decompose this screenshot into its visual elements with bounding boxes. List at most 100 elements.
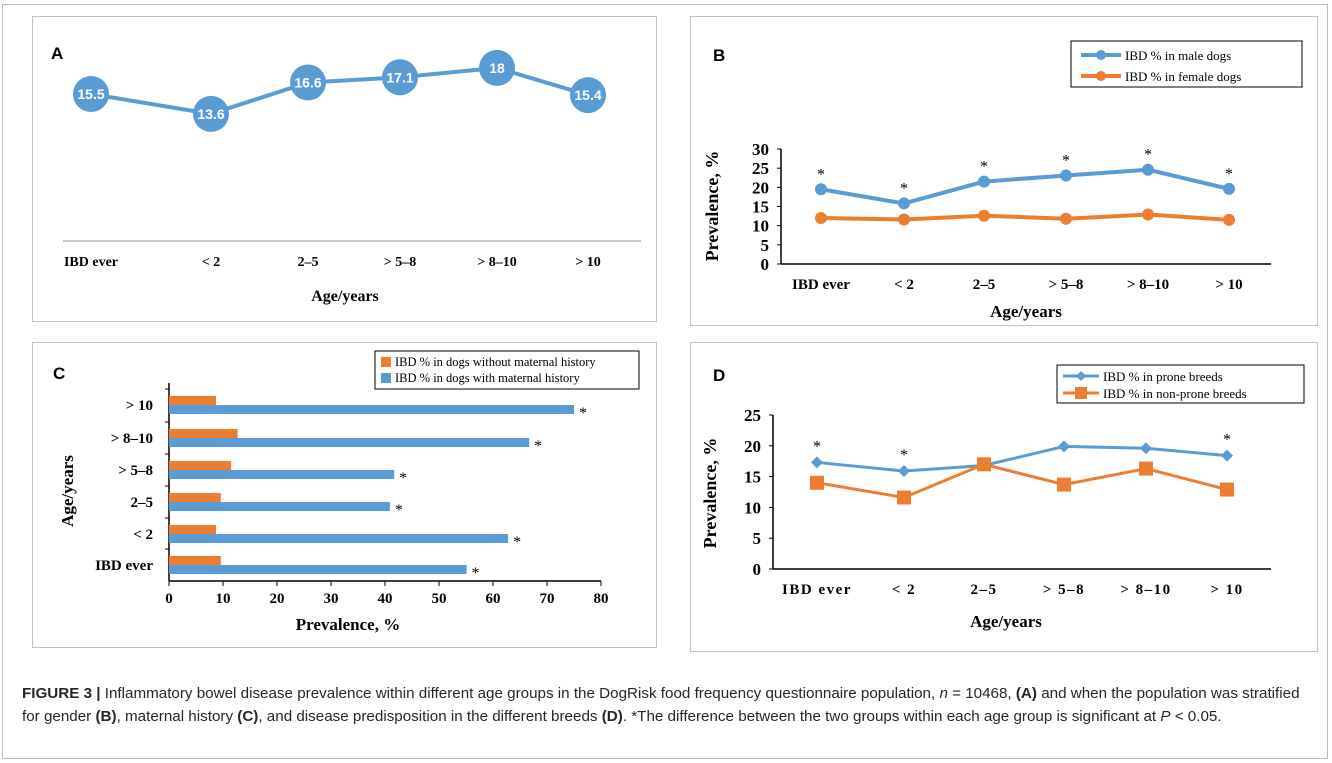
x-tick-label: 20 [270, 591, 285, 607]
y-axis-title: Prevalence, % [700, 438, 720, 549]
x-tick-label: < 2 [894, 277, 914, 293]
y-tick-label: 30 [752, 140, 769, 159]
legend-marker [1076, 371, 1086, 381]
x-tick-label: > 8–10 [1127, 277, 1169, 293]
data-point [978, 175, 990, 188]
data-point [815, 183, 827, 196]
series-line [820, 212, 1230, 222]
bar [169, 470, 395, 479]
x-axis-title: Age/years [311, 288, 379, 305]
data-point [1220, 482, 1234, 497]
data-point [1140, 442, 1152, 455]
caption-text: , and disease predisposition in the diff… [258, 707, 602, 725]
y-tick-label: 25 [752, 159, 769, 178]
bar [169, 556, 221, 565]
data-point [1060, 169, 1072, 182]
x-tick-label: IBD ever [64, 255, 118, 270]
caption-ref-d: (D) [601, 707, 623, 725]
legend-label: IBD % in non-prone breeds [1103, 386, 1247, 401]
legend-box [1056, 364, 1305, 404]
data-point [1060, 212, 1072, 225]
data-point [810, 475, 824, 490]
significance-marker: * [472, 565, 480, 582]
panel-c: C * > 10 * > 8–10 * > 5–8 * 2–5 * < 2 * IBD ever 0 10 2… [32, 342, 657, 648]
panel-label: B [713, 46, 725, 65]
caption-text: < 0.05. [1170, 707, 1222, 725]
legend-swatch [381, 357, 391, 367]
significance-marker: * [1144, 147, 1152, 164]
caption-ref-b: (B) [95, 707, 117, 725]
significance-marker: * [813, 438, 821, 455]
bar [169, 405, 574, 414]
y-tick-label: 20 [752, 178, 769, 197]
x-tick-label: IBD ever [792, 277, 850, 293]
x-tick-label: > 5–8 [1049, 277, 1084, 293]
panel-d: D 0 5 10 15 20 25 Prevalence, % * * * IBD ever < 2 2–… [690, 342, 1318, 652]
x-tick-label: > 10 [575, 255, 600, 270]
x-tick-label: > 8–10 [1120, 582, 1171, 598]
x-tick-label: > 8–10 [477, 255, 516, 270]
x-tick-label: < 2 [202, 255, 220, 270]
data-point [1142, 163, 1154, 176]
significance-marker: * [395, 502, 403, 519]
data-point [193, 95, 229, 132]
panel-label: A [51, 44, 63, 63]
x-axis-title: Age/years [990, 302, 1062, 321]
y-tick-label: > 8–10 [111, 431, 153, 447]
data-point [570, 77, 606, 114]
legend-label: IBD % in female dogs [1125, 69, 1241, 84]
caption-ref-a: (A) [1015, 685, 1037, 702]
significance-marker: * [1225, 166, 1233, 183]
x-axis-title: Prevalence, % [296, 615, 400, 634]
y-tick-label: > 10 [126, 398, 153, 414]
legend-label: IBD % in dogs without maternal history [395, 355, 596, 369]
x-tick-label: 2–5 [298, 255, 319, 270]
data-point [898, 465, 910, 478]
data-label: 13.6 [197, 106, 224, 122]
significance-marker: * [980, 159, 988, 176]
y-tick-label: 10 [744, 498, 761, 517]
data-point [479, 49, 515, 86]
significance-marker: * [817, 166, 825, 183]
significance-marker: * [1223, 432, 1231, 449]
data-point [1057, 477, 1071, 492]
x-tick-label: 30 [324, 591, 339, 607]
y-tick-label: 0 [761, 255, 770, 274]
legend-label: IBD % in male dogs [1125, 48, 1231, 63]
x-tick-label: 60 [486, 591, 501, 607]
data-label: 17.1 [386, 69, 413, 85]
caption-text: Inflammatory bowel disease prevalence wi… [100, 685, 940, 702]
data-point [1223, 213, 1235, 226]
data-point [811, 456, 823, 469]
x-axis-title: Age/years [970, 612, 1042, 631]
x-tick-label: 40 [378, 591, 393, 607]
x-tick-label: 50 [432, 591, 447, 607]
data-point [815, 212, 827, 224]
legend-marker [1096, 71, 1106, 81]
caption-text: . *The difference between the two groups… [622, 707, 1161, 725]
x-tick-label: 10 [216, 591, 231, 607]
x-tick-label: > 5–8 [384, 255, 416, 270]
x-tick-label: 2–5 [971, 582, 998, 598]
data-point [1221, 449, 1233, 462]
y-tick-label: 10 [752, 217, 769, 236]
panel-label: C [53, 364, 65, 383]
series-line [816, 462, 1228, 500]
data-point [382, 59, 418, 96]
significance-marker: * [513, 534, 521, 551]
bar [169, 525, 216, 534]
legend-marker [1075, 387, 1087, 399]
bar [169, 429, 238, 438]
panel-a: A 15.5 13.6 16.6 17.1 18 15.4 IBD ever < 2 2–5 > 5… [32, 16, 657, 322]
series-line [820, 167, 1230, 206]
significance-marker: * [1062, 152, 1070, 169]
y-tick-label: < 2 [133, 527, 153, 543]
data-label: 15.4 [574, 87, 601, 103]
caption-p-variable: P [1160, 707, 1171, 725]
bar [169, 493, 221, 502]
x-tick-label: IBD ever [782, 582, 852, 598]
bar [169, 565, 467, 574]
caption-text: and when the population was stratified f… [22, 685, 1300, 725]
data-point [1142, 208, 1154, 221]
